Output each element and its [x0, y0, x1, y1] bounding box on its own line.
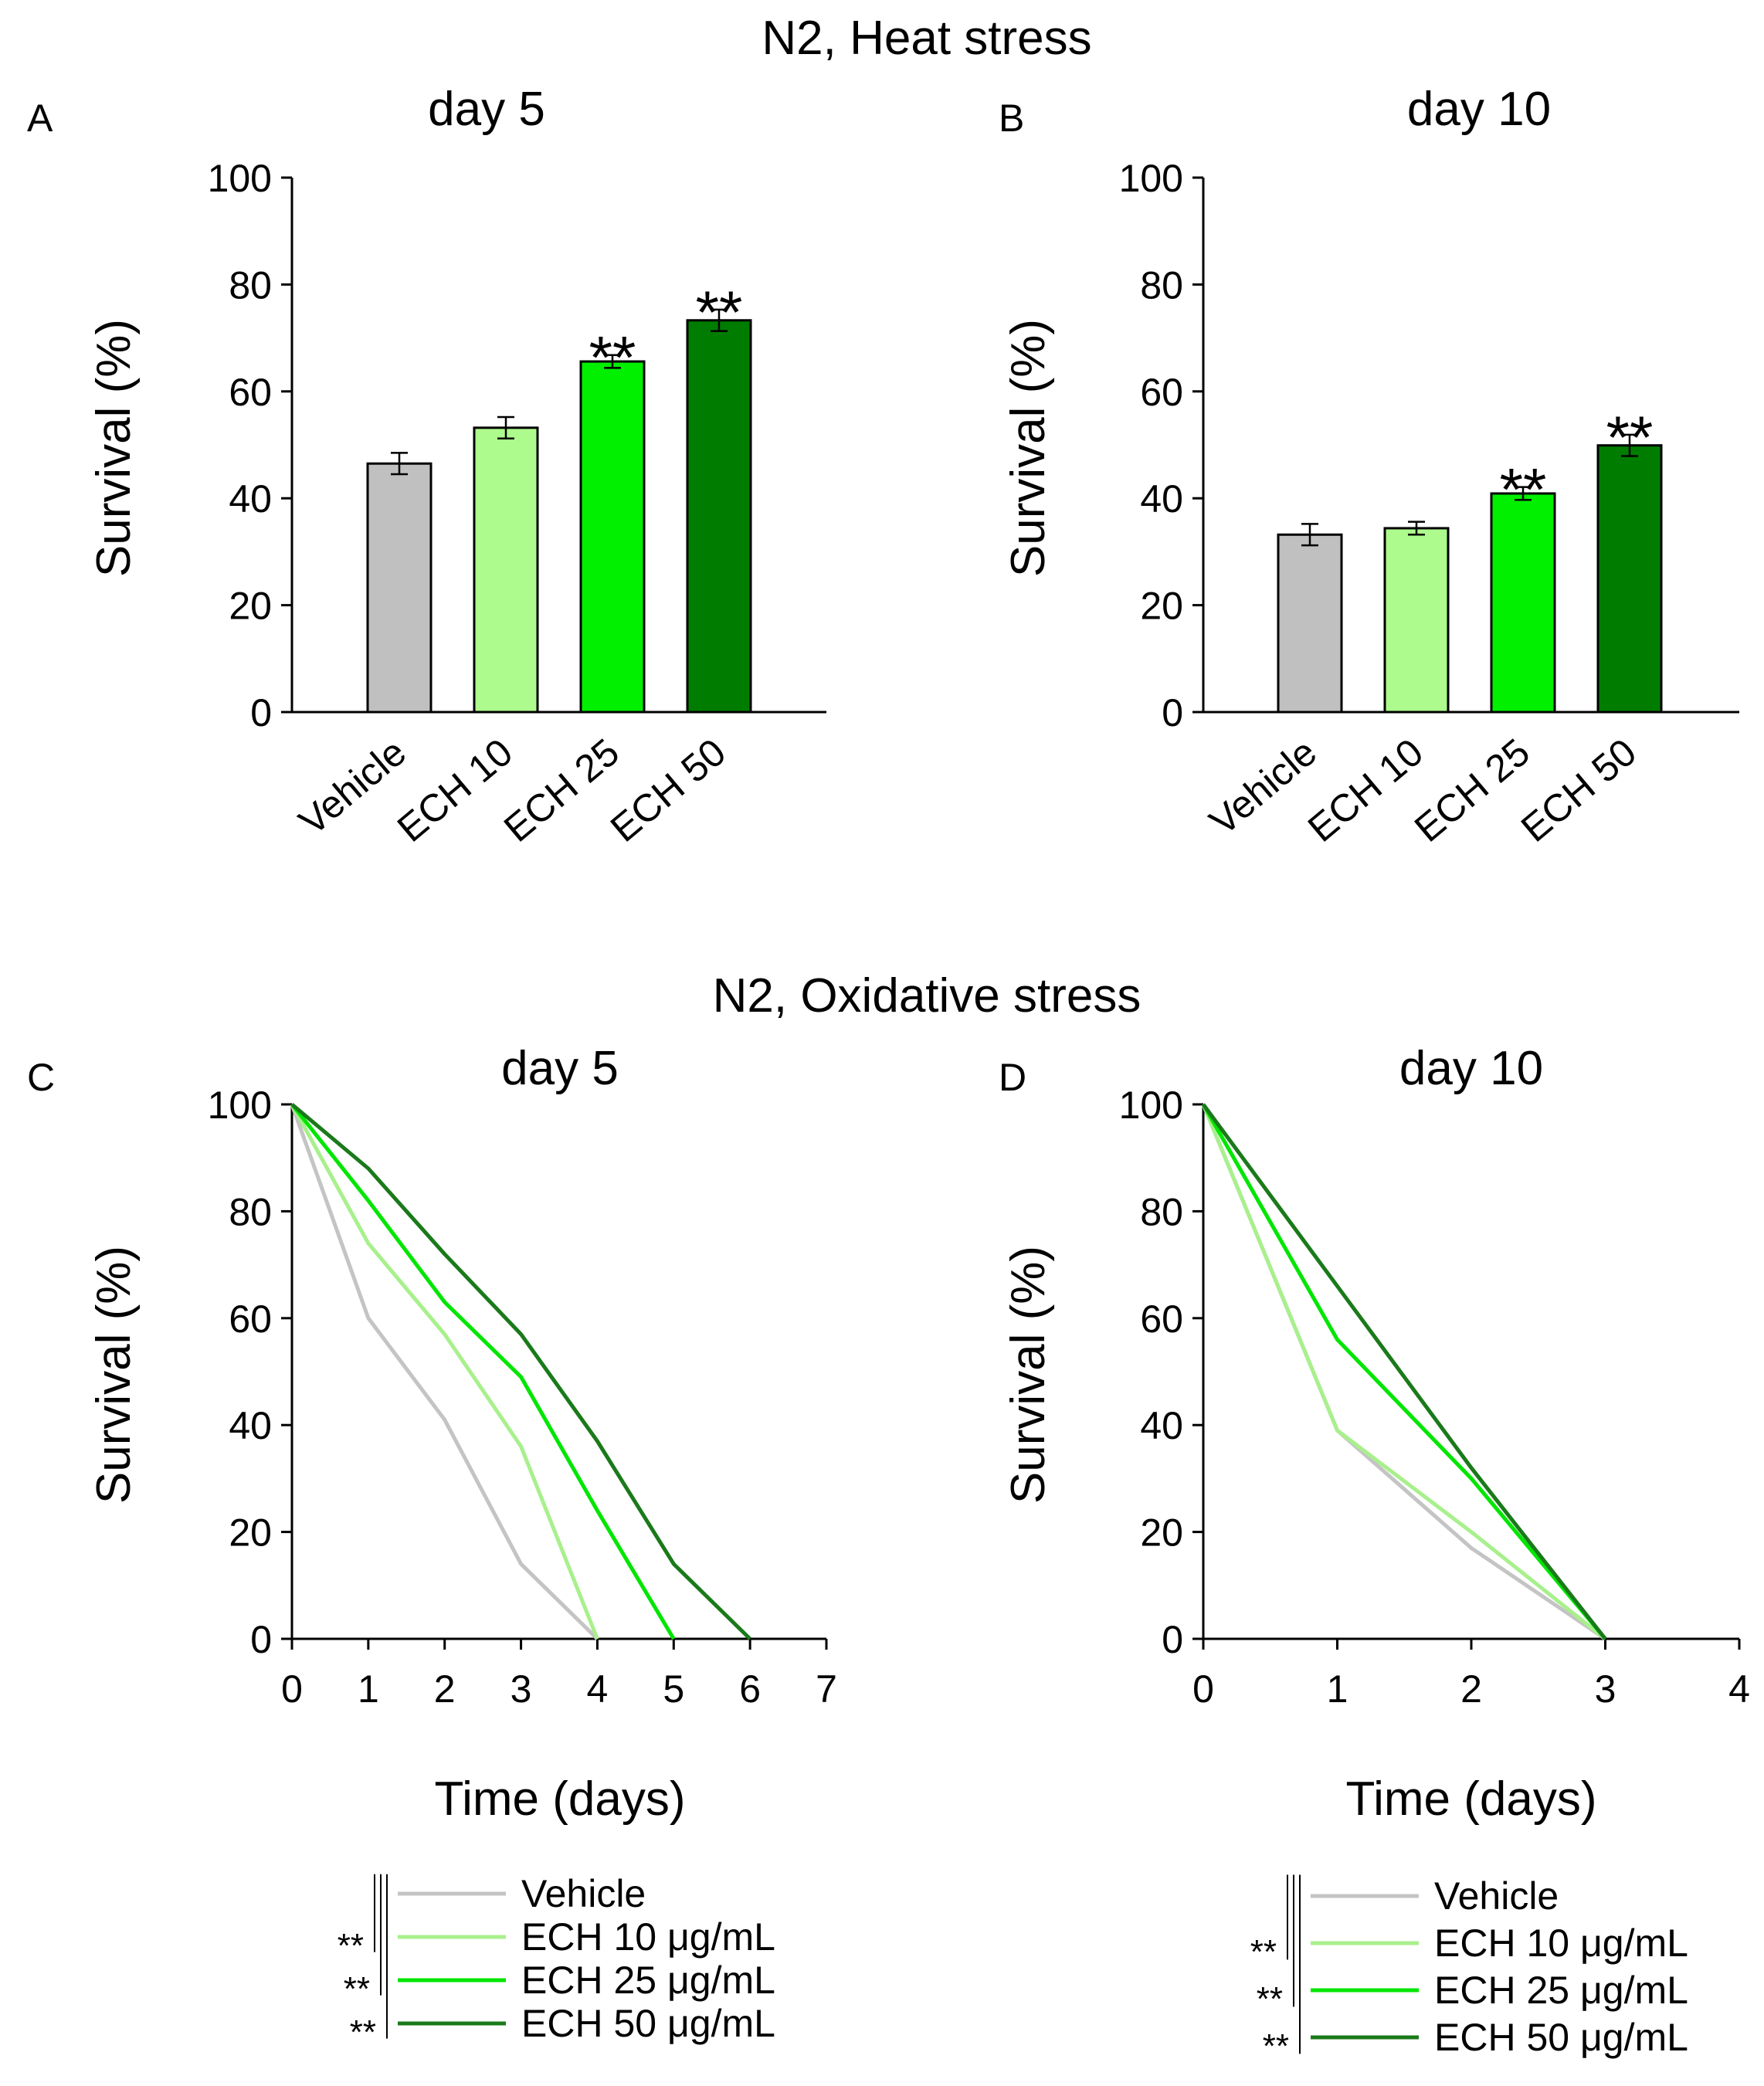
legend-label-1: Vehicle	[521, 1872, 646, 1915]
series-line-2	[290, 1103, 599, 1640]
panel-c: C day 5 Survival (%) Time (days) 0204060…	[27, 1042, 837, 2051]
x-tick-label: 3	[1595, 1667, 1616, 1711]
y-tick-label: 20	[1140, 1511, 1183, 1555]
legend-label-3: ECH 25 μg/mL	[521, 1959, 775, 2002]
panel-b-letter: B	[999, 97, 1024, 140]
y-tick-label: 80	[229, 1190, 272, 1233]
panel-d-ylabel: Survival (%)	[1002, 1246, 1055, 1504]
legend-significance-marker: **	[1257, 1980, 1283, 2018]
panel-d: D day 10 Survival (%) Time (days) 020406…	[999, 1042, 1750, 2065]
significance-marker: **	[589, 324, 636, 392]
y-tick-label: 60	[229, 1297, 272, 1341]
y-tick-label: 20	[229, 585, 272, 628]
y-tick-label: 80	[229, 263, 272, 307]
legend-label-4: ECH 50 μg/mL	[521, 2002, 775, 2045]
legend-significance-marker: **	[1263, 2027, 1289, 2065]
y-tick-label: 40	[1140, 1404, 1183, 1447]
y-tick-label: 100	[1119, 1084, 1183, 1127]
series-line-1	[290, 1104, 599, 1640]
y-tick-label: 100	[208, 1084, 272, 1127]
significance-marker: **	[1606, 403, 1654, 471]
y-tick-label: 0	[1162, 691, 1183, 734]
section-title-heat: N2, Heat stress	[762, 12, 1091, 65]
x-tick-label: 0	[1192, 1667, 1214, 1711]
significance-marker: **	[696, 278, 743, 346]
series-line-3	[1201, 1103, 1607, 1640]
y-tick-label: 60	[1140, 1297, 1183, 1341]
series-line-2	[1201, 1104, 1607, 1640]
bar-2	[473, 426, 539, 714]
x-tick-label: 2	[1460, 1667, 1482, 1711]
bar-3	[579, 360, 646, 714]
panel-b-ylabel: Survival (%)	[1002, 319, 1055, 577]
panel-b-title: day 10	[1407, 83, 1551, 136]
y-tick-label: 20	[229, 1511, 272, 1555]
y-tick-label: 40	[1140, 477, 1183, 521]
legend-label-4: ECH 50 μg/mL	[1434, 2016, 1688, 2059]
panel-d-letter: D	[999, 1056, 1026, 1099]
x-tick-label: 4	[587, 1667, 609, 1711]
series-line-3	[290, 1103, 676, 1640]
panel-a-title: day 5	[428, 83, 545, 136]
panel-c-ylabel: Survival (%)	[87, 1246, 141, 1504]
legend-label-3: ECH 25 μg/mL	[1434, 1969, 1688, 2012]
bar-1	[366, 462, 433, 714]
panel-a-letter: A	[27, 97, 53, 140]
bar-3	[1490, 492, 1556, 714]
x-tick-label: 4	[1728, 1667, 1750, 1711]
x-tick-label: 0	[281, 1667, 303, 1711]
y-tick-label: 0	[250, 1618, 272, 1661]
series-line-4	[290, 1103, 751, 1640]
panel-a-ylabel: Survival (%)	[87, 319, 141, 577]
legend-significance-marker: **	[338, 1927, 364, 1965]
legend-label-2: ECH 10 μg/mL	[1434, 1921, 1688, 1965]
legend-significance-marker: **	[1250, 1933, 1277, 1971]
significance-marker: **	[1500, 456, 1547, 524]
legend-label-2: ECH 10 μg/mL	[521, 1915, 775, 1959]
panel-d-title: day 10	[1399, 1042, 1543, 1095]
x-tick-label: 7	[816, 1667, 837, 1711]
panel-c-letter: C	[27, 1056, 55, 1099]
legend-significance-marker: **	[344, 1970, 370, 2008]
x-tick-label: 3	[511, 1667, 532, 1711]
y-tick-label: 60	[1140, 371, 1183, 414]
panel-d-plot: 0 20 40 60 80 100 0 1 2 3 4	[1119, 1084, 1750, 1711]
section-title-oxidative: N2, Oxidative stress	[713, 969, 1142, 1023]
panel-c-xlabel: Time (days)	[435, 1772, 686, 1826]
x-tick-label: 6	[739, 1667, 761, 1711]
x-tick-label: 5	[663, 1667, 684, 1711]
y-tick-label: 100	[208, 157, 272, 200]
x-tick-label: 1	[358, 1667, 379, 1711]
y-tick-label: 60	[229, 371, 272, 414]
panel-c-title: day 5	[501, 1042, 619, 1095]
y-tick-label: 20	[1140, 585, 1183, 628]
bar-4	[686, 319, 752, 714]
legend-label-1: Vehicle	[1434, 1874, 1559, 1918]
y-tick-label: 40	[229, 477, 272, 521]
series-line-4	[1201, 1103, 1607, 1640]
y-tick-label: 0	[250, 691, 272, 734]
panel-d-xlabel: Time (days)	[1346, 1772, 1597, 1826]
y-tick-label: 80	[1140, 263, 1183, 307]
y-tick-label: 100	[1119, 157, 1183, 200]
bar-2	[1383, 527, 1450, 714]
bar-1	[1277, 533, 1343, 714]
y-tick-label: 0	[1162, 1618, 1183, 1661]
y-tick-label: 80	[1140, 1190, 1183, 1233]
legend-significance-marker: **	[350, 2013, 376, 2051]
x-tick-label: 2	[434, 1667, 456, 1711]
panel-c-plot: 0 20 40 60 80 100 0 1 2 3 4 5 6 7	[208, 1084, 837, 1711]
bar-4	[1596, 444, 1663, 714]
y-tick-label: 40	[229, 1404, 272, 1447]
x-tick-label: 1	[1327, 1667, 1348, 1711]
